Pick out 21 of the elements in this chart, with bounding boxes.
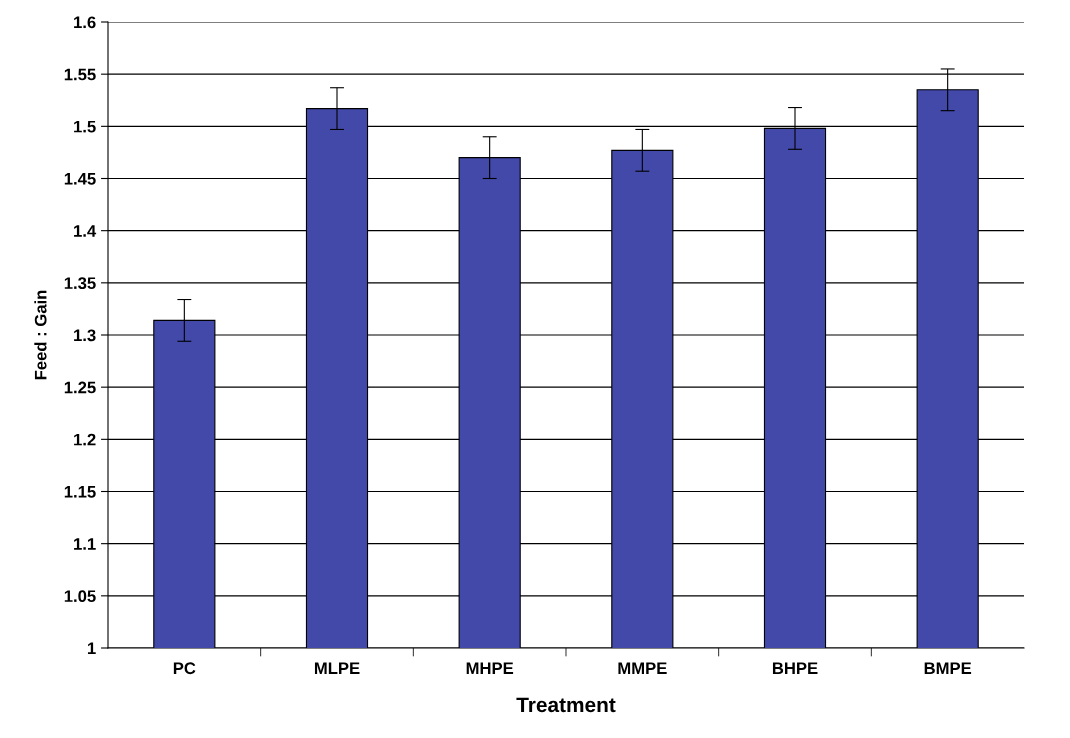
y-tick-label: 1.5 [74, 120, 96, 133]
x-tick-label: BMPE [924, 662, 972, 674]
y-tick-label: 1.45 [64, 173, 96, 185]
y-tick-label: 1.05 [64, 590, 96, 603]
x-tick-label: MLPE [314, 662, 360, 674]
y-tick-label: 1.1 [74, 538, 96, 550]
y-axis-title: Feed : Gain [34, 290, 47, 380]
y-tick-label: 1.55 [64, 68, 96, 81]
x-axis-title: Treatment [516, 697, 616, 713]
y-tick-label: 1 [87, 642, 96, 655]
y-tick-label: 1.4 [74, 225, 97, 237]
y-tick-label: 1.25 [64, 381, 96, 394]
y-tick-label: 1.3 [74, 329, 96, 342]
x-tick-label: BHPE [772, 662, 818, 674]
x-tick-label: MHPE [466, 662, 514, 674]
y-tick-label: 1.15 [64, 486, 96, 498]
y-tick-label: 1.35 [64, 277, 96, 290]
y-tick-label: 1.6 [74, 16, 96, 29]
y-tick-label: 1.2 [74, 433, 96, 446]
x-tick-label: MMPE [618, 662, 667, 674]
x-tick-label: PC [173, 662, 196, 675]
